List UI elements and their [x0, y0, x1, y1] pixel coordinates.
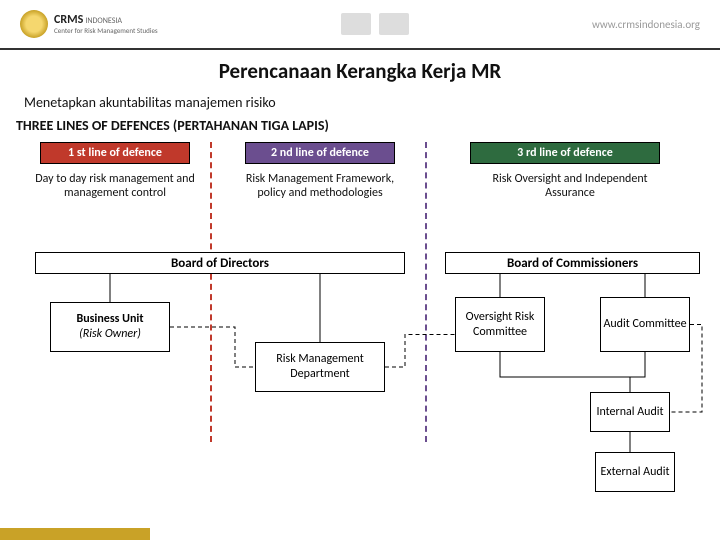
header-url: www.crmsindonesia.org	[592, 18, 700, 31]
org-sub: Center for Risk Management Studies	[54, 27, 158, 35]
box-risk-mgmt-dept: Risk Management Department	[255, 342, 385, 392]
subtitle: Menetapkan akuntabilitas manajemen risik…	[24, 94, 720, 111]
box-internal-audit: Internal Audit	[590, 392, 670, 432]
page-title: Perencanaan Kerangka Kerja MR	[0, 58, 720, 84]
partner-logo-1-icon	[341, 13, 371, 35]
box-external-audit: External Audit	[595, 452, 675, 492]
org-name: CRMS	[54, 13, 83, 27]
separator-1	[210, 142, 212, 442]
col2-desc: Risk Management Framework, policy and me…	[240, 172, 400, 201]
board-commissioners: Board of Commissioners	[445, 252, 700, 274]
header-mid-logos	[341, 13, 409, 35]
col1-desc: Day to day risk management and managemen…	[35, 172, 195, 201]
partner-logo-2-icon	[379, 13, 409, 35]
board-directors: Board of Directors	[35, 252, 405, 274]
box-oversight-risk-committee: Oversight Risk Committee	[455, 297, 545, 352]
box-audit-committee: Audit Committee	[600, 297, 690, 352]
diagram: 1 st line of defence 2 nd line of defenc…	[0, 142, 720, 522]
box-business-unit: Business Unit (Risk Owner)	[50, 302, 170, 352]
footer-accent-bar	[0, 528, 150, 540]
col3-header: 3 rd line of defence	[470, 142, 660, 164]
col3-desc: Risk Oversight and Independent Assurance	[480, 172, 660, 201]
logo-badge-icon	[20, 10, 48, 38]
section-label: THREE LINES OF DEFENCES (PERTAHANAN TIGA…	[16, 117, 720, 134]
col1-header: 1 st line of defence	[40, 142, 190, 164]
separator-2	[425, 142, 427, 442]
header: CRMS INDONESIA Center for Risk Managemen…	[0, 0, 720, 50]
logo-left: CRMS INDONESIA Center for Risk Managemen…	[20, 10, 158, 38]
col2-header: 2 nd line of defence	[245, 142, 395, 164]
